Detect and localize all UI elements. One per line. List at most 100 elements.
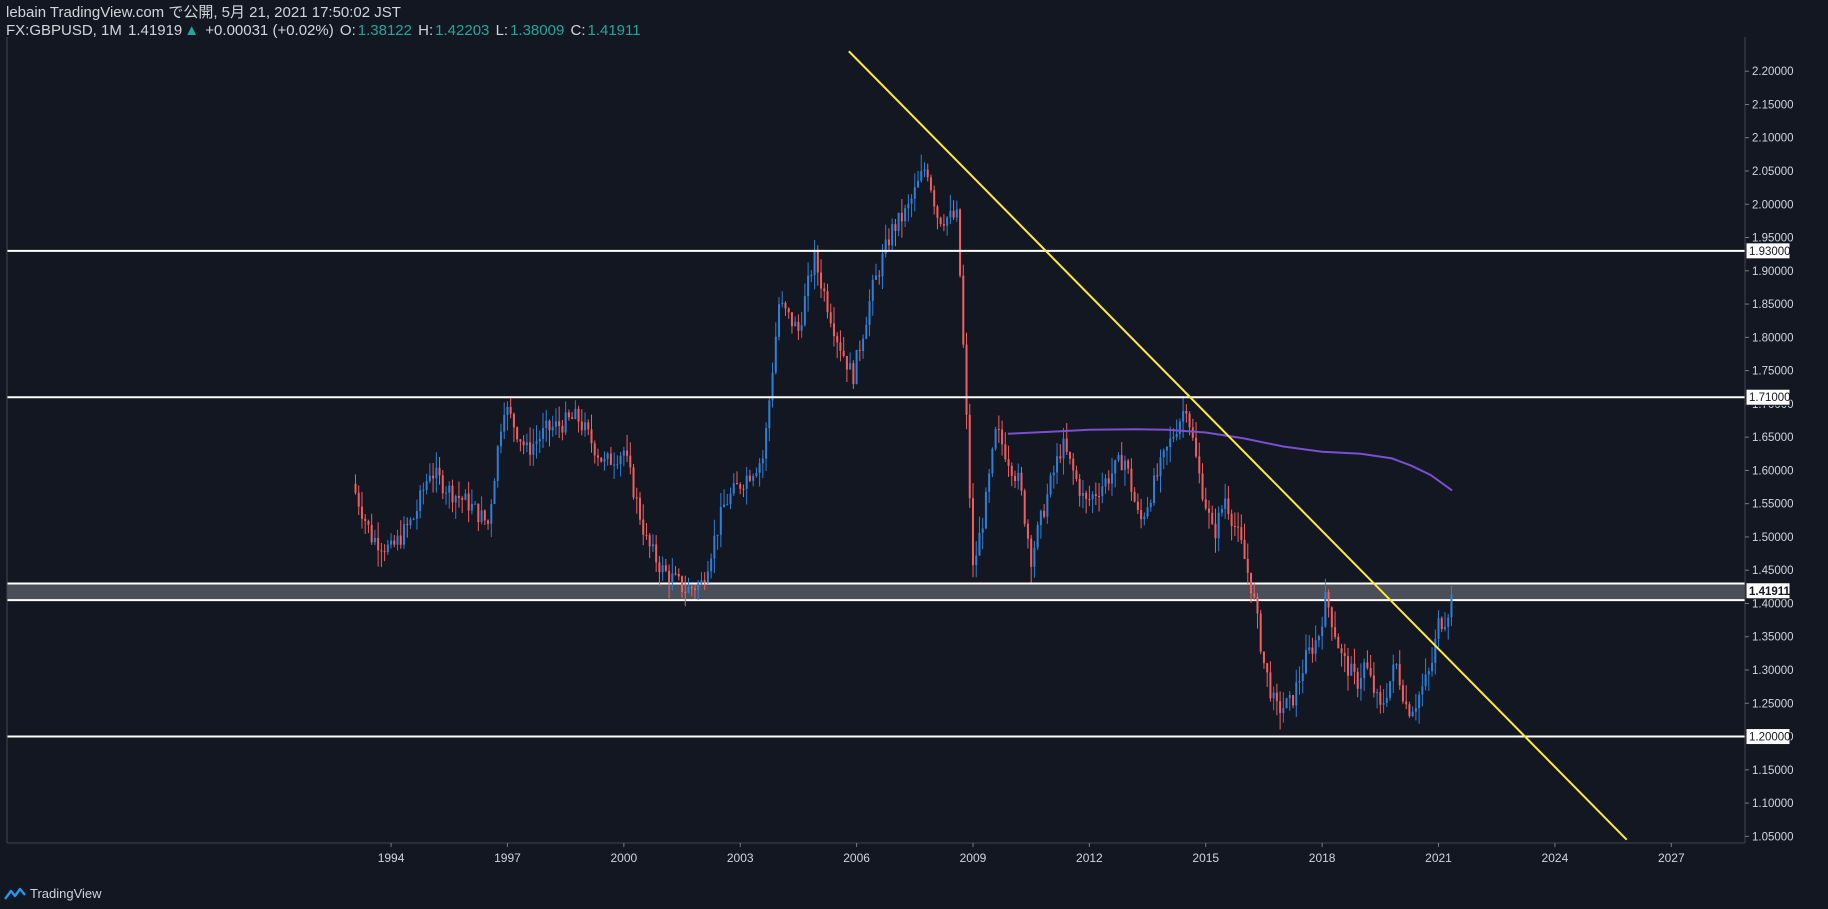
candle-body: [454, 495, 457, 503]
candle-body: [726, 504, 729, 506]
candle-body: [1127, 460, 1130, 469]
y-tick-label: 1.25000: [1752, 698, 1794, 710]
candle-body: [1353, 663, 1356, 672]
candle-body: [1369, 667, 1372, 676]
y-tick-label: 2.10000: [1752, 133, 1794, 145]
candle-body: [1023, 490, 1026, 524]
y-tick-label: 1.55000: [1752, 499, 1794, 511]
candle-body: [1279, 701, 1282, 713]
y-tick-label: 2.20000: [1752, 66, 1794, 78]
candle-body: [1140, 509, 1143, 520]
candle-body: [1004, 444, 1007, 460]
candle-body: [758, 463, 761, 473]
candle-body: [538, 438, 541, 442]
candle-body: [457, 495, 460, 498]
candle-body: [357, 492, 360, 507]
candle-body: [710, 558, 713, 572]
candle-body: [648, 535, 651, 547]
candle-body: [978, 532, 981, 556]
candle-body: [1162, 450, 1165, 458]
candle-body: [412, 518, 415, 520]
candle-body: [1211, 512, 1214, 524]
candle-body: [516, 427, 519, 440]
candle-body: [1220, 508, 1223, 513]
candle-body: [396, 535, 399, 545]
candle-body: [849, 363, 852, 370]
candle-body: [1269, 672, 1272, 699]
candle-body: [490, 504, 493, 524]
candle-body: [1172, 436, 1175, 439]
candle-body: [1256, 596, 1259, 614]
candle-body: [370, 524, 373, 543]
candle-body: [684, 591, 687, 593]
candle-body: [826, 291, 829, 313]
candle-body: [907, 203, 910, 209]
candle-body: [807, 275, 810, 297]
candle-body: [765, 428, 768, 459]
candle-body: [1292, 695, 1295, 706]
candle-body: [1075, 470, 1078, 479]
candle-body: [1026, 523, 1029, 539]
candle-body: [1056, 456, 1059, 473]
candle-body: [797, 321, 800, 331]
candle-body: [1272, 692, 1275, 699]
candle-body: [577, 408, 580, 422]
candle-body: [1198, 456, 1201, 474]
candle-body: [1156, 475, 1159, 477]
candle-body: [1295, 682, 1298, 706]
candle-body: [1033, 547, 1036, 567]
candle-body: [693, 588, 696, 591]
candle-body: [545, 420, 548, 429]
candle-body: [1253, 593, 1256, 597]
candle-body: [939, 217, 942, 225]
candle-body: [917, 180, 920, 188]
candle-body: [1230, 513, 1233, 527]
candle-body: [929, 177, 932, 191]
candle-body: [745, 475, 748, 489]
candle-body: [364, 518, 367, 521]
x-tick-label: 2012: [1076, 851, 1103, 865]
candle-body: [1130, 468, 1133, 492]
candle-body: [946, 217, 949, 226]
candle-body: [529, 442, 532, 455]
candle-body: [1195, 437, 1198, 457]
candle-body: [813, 251, 816, 276]
candle-body: [551, 426, 554, 431]
candle-body: [971, 498, 974, 566]
candle-body: [671, 573, 674, 583]
candle-body: [1401, 685, 1404, 702]
y-tick-label: 1.75000: [1752, 366, 1794, 378]
candle-body: [632, 467, 635, 498]
candle-body: [1398, 664, 1401, 686]
moving-average-line: [1007, 428, 1453, 492]
candle-body: [596, 455, 599, 458]
candle-body: [499, 431, 502, 447]
candle-body: [778, 304, 781, 337]
y-tick-label: 2.00000: [1752, 199, 1794, 211]
candle-body: [402, 524, 406, 545]
candle-body: [1165, 446, 1168, 451]
candle-body: [729, 493, 732, 505]
candle-body: [781, 302, 784, 305]
candle-body: [1081, 492, 1084, 496]
open-label: O:: [339, 22, 356, 39]
symbol-label[interactable]: FX:GBPUSD, 1M: [6, 22, 122, 39]
candle-body: [1311, 647, 1314, 654]
high-value: 1.42203: [435, 22, 490, 39]
candle-body: [687, 586, 690, 593]
candle-body: [1240, 527, 1243, 541]
candle-body: [519, 439, 522, 442]
candle-body: [1304, 650, 1307, 674]
candle-body: [1046, 494, 1049, 517]
candle-body: [1091, 494, 1094, 500]
candle-body: [1175, 434, 1178, 437]
x-tick-label: 1994: [378, 851, 405, 865]
candle-body: [638, 497, 642, 520]
candle-body: [1117, 455, 1120, 461]
candle-body: [936, 206, 939, 218]
candle-body: [470, 503, 473, 511]
footer-brand[interactable]: TradingView: [4, 886, 102, 901]
y-tick-label: 1.50000: [1752, 532, 1794, 544]
y-tick-label: 1.05000: [1752, 831, 1794, 843]
